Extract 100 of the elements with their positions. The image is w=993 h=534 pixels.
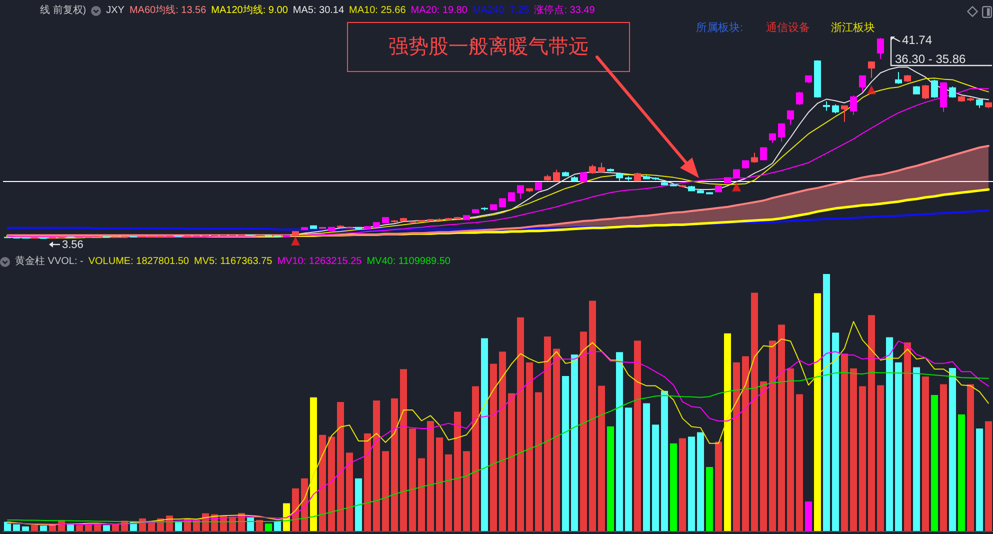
bar <box>373 400 380 531</box>
bar <box>499 352 506 531</box>
candlestick <box>580 172 587 183</box>
bar <box>346 452 353 531</box>
bar <box>391 398 398 531</box>
bar <box>697 432 704 531</box>
text: VOLUME: 1827801.50 <box>88 256 189 268</box>
bar <box>544 336 551 531</box>
candlestick <box>643 174 650 180</box>
bar <box>364 433 371 531</box>
bar <box>688 436 695 531</box>
candlestick <box>589 164 596 174</box>
bar <box>931 395 938 531</box>
candlestick <box>481 206 488 212</box>
bar <box>778 324 785 531</box>
bar <box>886 337 893 531</box>
bar <box>904 342 911 531</box>
text: MA240: 7.25 <box>472 5 530 17</box>
text: MV5: 1167363.75 <box>194 256 272 268</box>
bar <box>481 338 488 531</box>
bar <box>445 454 452 531</box>
bar <box>409 428 416 531</box>
bar <box>337 402 344 531</box>
candlestick <box>634 172 641 182</box>
candlestick <box>868 60 875 78</box>
bar <box>355 478 362 531</box>
candlestick <box>859 75 866 92</box>
bar <box>787 368 794 531</box>
bar <box>976 428 983 531</box>
bar <box>634 340 641 531</box>
candlestick <box>364 226 371 230</box>
candlestick <box>652 176 659 181</box>
bar <box>463 451 470 531</box>
candlestick <box>562 171 569 177</box>
text: MV10: 1263215.25 <box>277 256 362 268</box>
bar <box>814 293 821 531</box>
bar <box>526 362 533 531</box>
bar <box>103 525 110 531</box>
bar <box>562 376 569 531</box>
bar <box>643 403 650 531</box>
candlestick <box>688 185 695 192</box>
bar <box>616 352 623 531</box>
bar <box>733 362 740 531</box>
annotation: 强势股一般离暖气带远 <box>388 35 588 59</box>
candlestick <box>319 226 326 230</box>
candlestick <box>301 226 308 230</box>
candlestick <box>670 184 677 187</box>
bar <box>661 390 668 531</box>
candlestick <box>814 60 821 98</box>
candlestick <box>598 162 605 173</box>
bar <box>949 368 956 531</box>
candlestick <box>544 174 551 182</box>
bar <box>328 436 335 531</box>
candlestick <box>931 79 938 98</box>
text: MA20: 19.80 <box>410 5 468 17</box>
candlestick <box>517 184 524 200</box>
candlestick <box>661 181 668 186</box>
bar <box>913 367 920 531</box>
bar <box>625 408 632 531</box>
candlestick <box>355 226 362 230</box>
candlestick <box>904 74 911 82</box>
bar <box>607 426 614 531</box>
text: MV40: 1109989.50 <box>366 256 450 268</box>
candlestick <box>850 94 857 116</box>
bar <box>895 362 902 531</box>
candlestick <box>742 160 749 169</box>
bar <box>436 437 443 531</box>
bar <box>877 385 884 531</box>
annotation: 36.30 - 35.86 <box>895 52 966 66</box>
candlestick <box>949 86 956 98</box>
bar <box>859 386 866 531</box>
bar <box>454 412 461 531</box>
bar <box>850 368 857 531</box>
bar <box>652 424 659 531</box>
candlestick <box>409 220 416 224</box>
bar <box>967 384 974 531</box>
bar <box>40 526 47 531</box>
bar <box>805 501 812 531</box>
bar <box>715 442 722 531</box>
candlestick <box>967 97 974 102</box>
candlestick <box>724 176 731 184</box>
bar <box>508 393 515 531</box>
bar <box>724 333 731 531</box>
bar <box>958 414 965 531</box>
bar <box>265 524 272 531</box>
bar <box>31 525 38 531</box>
bar <box>760 381 767 531</box>
bar <box>22 526 29 531</box>
candlestick <box>697 190 704 194</box>
candlestick <box>400 217 407 222</box>
bar <box>589 300 596 531</box>
candlestick <box>913 86 920 95</box>
candlestick <box>427 218 434 222</box>
candlestick <box>310 224 317 230</box>
bar <box>796 394 803 531</box>
candlestick <box>958 96 965 102</box>
candlestick <box>796 91 803 106</box>
candlestick <box>805 75 812 84</box>
bar <box>175 522 182 531</box>
candlestick <box>760 146 767 161</box>
